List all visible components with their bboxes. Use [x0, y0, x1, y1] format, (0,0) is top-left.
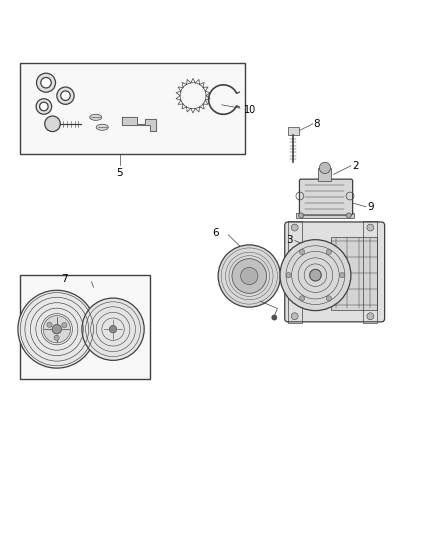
Text: 5: 5 [116, 168, 123, 179]
Text: 7: 7 [61, 273, 68, 284]
Circle shape [291, 224, 298, 231]
Polygon shape [122, 117, 156, 131]
Text: 10: 10 [244, 104, 256, 115]
Text: 6: 6 [212, 228, 219, 238]
Circle shape [339, 272, 345, 278]
Circle shape [45, 116, 60, 132]
Text: 9: 9 [367, 202, 374, 212]
FancyBboxPatch shape [300, 179, 353, 215]
Bar [296, 213, 354, 217]
Bar [20, 275, 150, 379]
Circle shape [346, 213, 351, 218]
Circle shape [272, 315, 277, 320]
Circle shape [61, 91, 70, 100]
Circle shape [52, 325, 61, 334]
Circle shape [43, 316, 71, 343]
Circle shape [54, 335, 59, 341]
Bar [288, 127, 299, 135]
Text: 8: 8 [314, 119, 320, 129]
Circle shape [62, 322, 67, 328]
Circle shape [240, 268, 258, 285]
Circle shape [286, 272, 291, 278]
Circle shape [326, 249, 332, 255]
Circle shape [110, 326, 117, 333]
Circle shape [36, 73, 56, 92]
Circle shape [47, 322, 52, 327]
Circle shape [367, 313, 374, 320]
Circle shape [326, 296, 332, 301]
Circle shape [319, 162, 331, 174]
Bar [332, 237, 377, 310]
Circle shape [232, 259, 267, 293]
Bar [318, 168, 332, 181]
Circle shape [367, 224, 374, 231]
FancyBboxPatch shape [285, 222, 385, 322]
Bar [20, 63, 245, 154]
Bar [364, 221, 377, 322]
Ellipse shape [96, 124, 108, 130]
Circle shape [36, 99, 52, 114]
Circle shape [291, 313, 298, 320]
Bar [288, 221, 302, 322]
Circle shape [310, 270, 321, 281]
Circle shape [280, 240, 351, 311]
Circle shape [41, 77, 51, 88]
Circle shape [218, 245, 280, 307]
Circle shape [18, 290, 96, 368]
Circle shape [300, 296, 304, 301]
Text: 1: 1 [233, 256, 240, 266]
Text: 2: 2 [352, 161, 359, 171]
Circle shape [299, 213, 304, 218]
Text: 3: 3 [286, 235, 293, 245]
Ellipse shape [90, 114, 102, 120]
Circle shape [82, 298, 144, 360]
Circle shape [300, 249, 304, 255]
Circle shape [57, 87, 74, 104]
Circle shape [39, 102, 48, 111]
